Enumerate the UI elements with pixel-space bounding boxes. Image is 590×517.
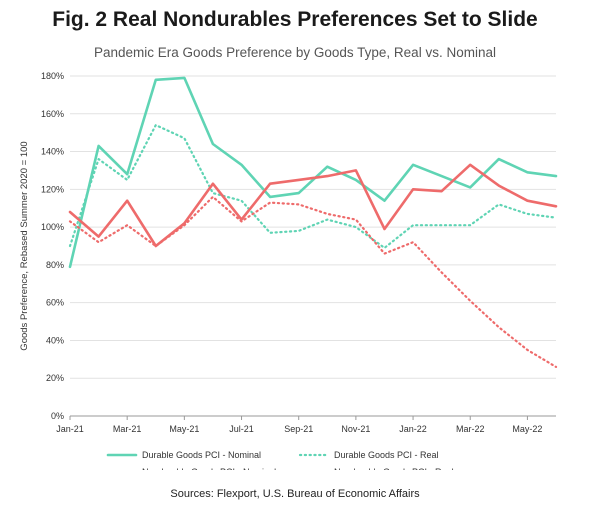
x-tick-label: Jan-22	[399, 424, 427, 434]
x-tick-label: Mar-21	[113, 424, 142, 434]
legend-label-2: Durable Goods PCI - Real	[334, 450, 439, 460]
y-tick-label: 180%	[41, 71, 64, 81]
y-tick-label: 100%	[41, 222, 64, 232]
y-tick-label: 160%	[41, 109, 64, 119]
series-line-1	[68, 76, 558, 269]
series-line-2	[68, 123, 558, 249]
legend-label-1: Durable Goods PCI - Nominal	[142, 450, 261, 460]
chart-title: Fig. 2 Real Nondurables Preferences Set …	[52, 8, 538, 31]
legend: Durable Goods PCI - Nominal Durable Goods…	[106, 450, 454, 470]
y-axis-label: Goods Preference, Rebased Summer 2020 = …	[19, 141, 30, 350]
x-tick-label: Nov-21	[341, 424, 370, 434]
chart-subtitle: Pandemic Era Goods Preference by Goods T…	[94, 45, 496, 60]
x-tick-label: Jan-21	[56, 424, 84, 434]
y-tick-label: 140%	[41, 147, 64, 157]
y-tick-label: 0%	[51, 411, 64, 421]
x-tick-label: May-22	[512, 424, 542, 434]
y-tick-label: 20%	[46, 373, 64, 383]
y-tick-label: 80%	[46, 260, 64, 270]
x-tick-label: Jul-21	[229, 424, 254, 434]
gridlines	[70, 75, 556, 417]
y-axis-ticks: 0% 20% 40% 60% 80% 100% 120% 140% 160% 180%	[41, 71, 64, 421]
x-tick-label: Sep-21	[284, 424, 313, 434]
legend-label-3: Nondurable Goods PCI - Nominal	[142, 467, 276, 470]
line-chart: 0% 20% 40% 60% 80% 100% 120% 140% 160% 180% Jan-2…	[19, 71, 558, 470]
y-tick-label: 120%	[41, 184, 64, 194]
y-tick-label: 40%	[46, 335, 64, 345]
series-line-4	[68, 195, 558, 368]
x-tick-label: Mar-22	[456, 424, 485, 434]
x-tick-label: May-21	[169, 424, 199, 434]
x-axis-ticks: Jan-21 Mar-21 May-21 Jul-21 Sep-21 Nov-21 Jan-…	[56, 416, 542, 434]
source-note: Sources: Flexport, U.S. Bureau of Econom…	[170, 488, 420, 500]
y-tick-label: 60%	[46, 298, 64, 308]
series-line-3	[68, 163, 558, 248]
legend-label-4: Nondurable Goods PCI - Real	[334, 467, 454, 470]
series-lines	[68, 76, 558, 368]
